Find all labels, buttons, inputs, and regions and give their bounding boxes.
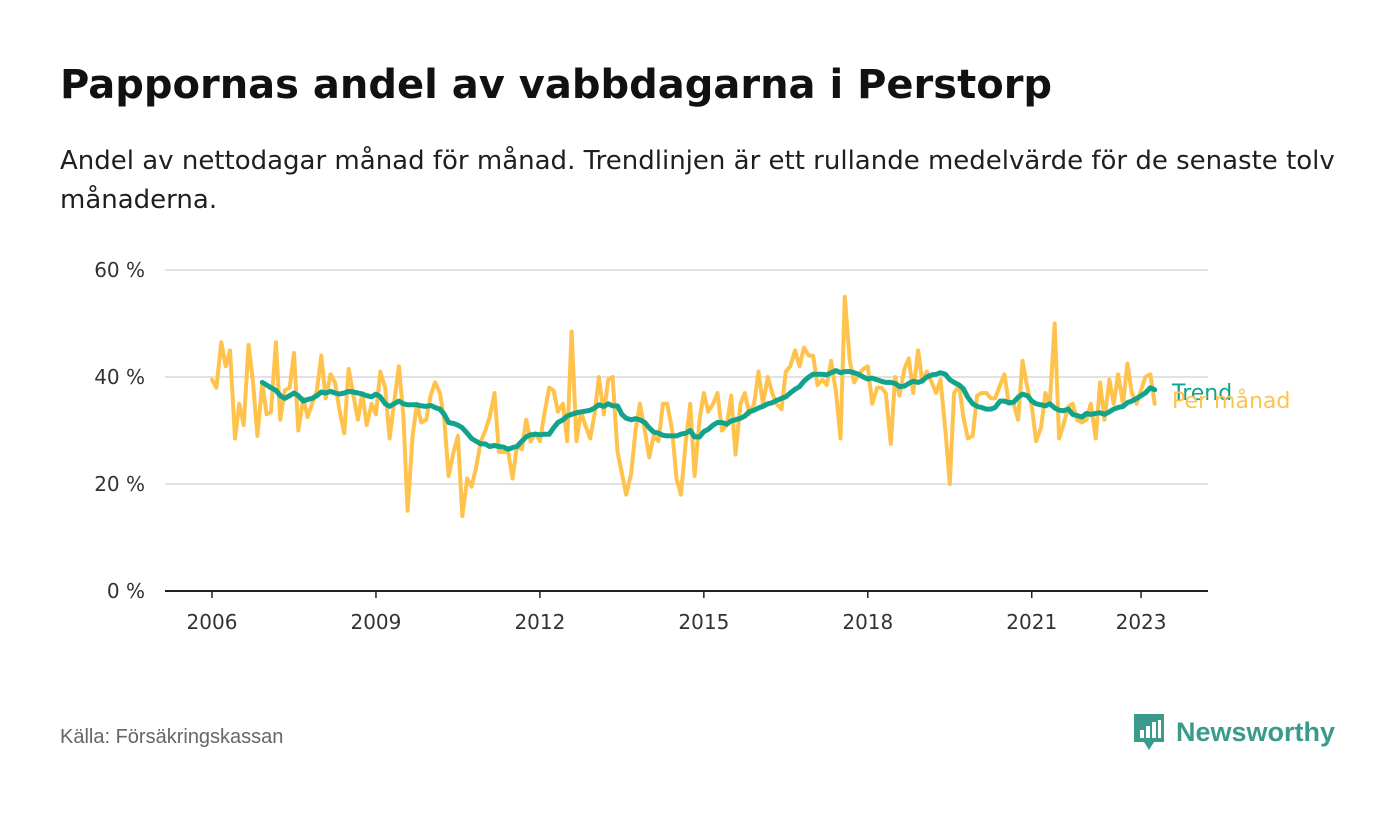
- x-tick-label: 2015: [678, 610, 729, 634]
- x-tick-label: 2018: [842, 610, 893, 634]
- newsworthy-logo-icon: [1134, 714, 1164, 750]
- brand-name: Newsworthy: [1176, 716, 1336, 747]
- chart-subtitle: Andel av nettodagar månad för månad. Tre…: [60, 146, 1335, 215]
- y-tick-label: 20 %: [94, 472, 145, 496]
- newsworthy-logo[interactable]: Newsworthy: [1132, 712, 1335, 752]
- line-chart: 0 % 20 % 40 % 60 % 2006 2009 2012 2015 2018 2021 2…: [94, 258, 1290, 634]
- x-tick-label: 2009: [350, 610, 401, 634]
- chart-title: Pappornas andel av vabbdagarna i Perstor…: [60, 62, 1053, 108]
- x-tick-label: 2012: [514, 610, 565, 634]
- trend-series-label: Trend: [1171, 381, 1232, 406]
- y-tick-label: 40 %: [94, 365, 145, 389]
- y-tick-label: 0 %: [107, 579, 145, 603]
- trend-series-line: [259, 368, 1158, 452]
- y-tick-label: 60 %: [94, 258, 145, 282]
- x-tick-label: 2006: [187, 610, 238, 634]
- x-tick-label: 2021: [1006, 610, 1057, 634]
- x-tick-label: 2023: [1116, 610, 1167, 634]
- monthly-series-label: Per månad: [1172, 388, 1290, 414]
- monthly-series-line: [210, 294, 1157, 519]
- source-note: Källa: Försäkringskassan: [60, 726, 284, 748]
